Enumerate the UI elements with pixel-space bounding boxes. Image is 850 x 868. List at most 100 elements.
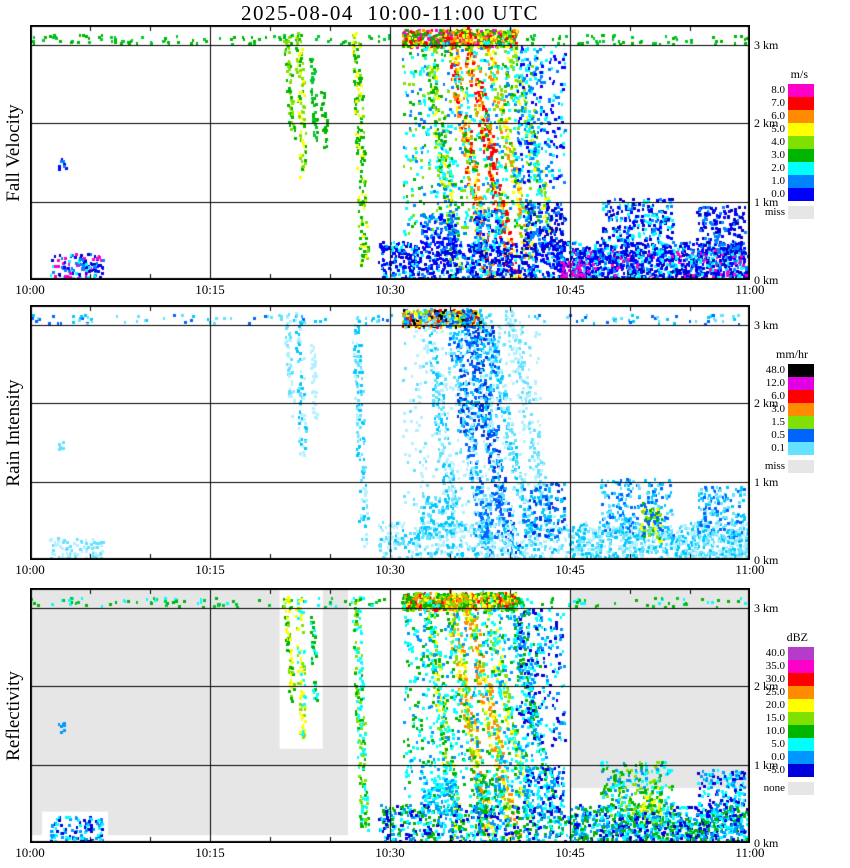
legend-entry-swatch [788,136,814,149]
legend-entry-label: -5.0 [767,764,785,776]
legend-entry-label: 0.0 [771,751,785,763]
rain-intensity-axis-title-text: Rain Intensity [3,378,24,487]
legend-entry-label: 20.0 [765,699,785,711]
legend-entry-label: 4.0 [771,136,785,148]
time-tick-label: 11:00 [735,845,765,860]
legend-miss-entry-swatch [788,782,814,795]
reflectivity-legend: dBZ 40.0 35.0 30.0 25.0 20.0 15.0 10.0 5.0 0.0 -5… [732,630,814,795]
legend-entry-label: 7.0 [771,97,785,109]
height-tick-label: 2 km [754,116,779,130]
fall-velocity-heatmap [30,25,750,280]
legend-entry-label: 5.0 [771,738,785,750]
height-tick-label: 1 km [754,757,779,772]
legend-miss-entry: miss [732,460,814,473]
rain-intensity-legend-miss: miss [732,460,814,473]
legend-entry: 20.0 [732,699,814,712]
legend-miss-entry: miss [732,206,814,219]
legend-miss-entry-swatch [788,460,814,473]
legend-entry-swatch [788,84,814,97]
legend-entry-label: 15.0 [765,712,785,724]
legend-entry-swatch [788,647,814,660]
legend-miss-entry: none [732,782,814,795]
legend-entry-label: 3.0 [771,403,785,415]
legend-entry-swatch [788,97,814,110]
legend-entry: 5.0 [732,738,814,751]
legend-entry: 0.0 [732,188,814,201]
legend-entry-swatch [788,162,814,175]
panel-fall-velocity: Fall Velocity 0 km 1 km 2 km 3 km 10:00 10:1… [0,25,850,325]
reflectivity-legend-miss: none [732,782,814,795]
legend-entry-swatch [788,403,814,416]
height-tick-label: 2 km [754,679,779,693]
time-tick-label: 10:45 [555,282,585,297]
time-tick-label: 10:00 [15,562,45,577]
legend-entry-swatch [788,442,814,455]
legend-entry: 4.0 [732,136,814,149]
legend-entry: 12.0 [732,377,814,390]
legend-entry-swatch [788,764,814,777]
reflectivity-axis-title: Reflectivity [0,588,28,843]
legend-entry: 0.5 [732,429,814,442]
legend-entry: 2.0 [732,162,814,175]
legend-entry-swatch [788,377,814,390]
legend-entry: 3.0 [732,149,814,162]
legend-entry: 6.0 [732,390,814,403]
legend-entry-label: 6.0 [771,390,785,402]
time-tick-label: 10:15 [195,845,225,860]
fall-velocity-legend-miss: miss [732,206,814,219]
legend-entry-label: 0.1 [771,442,785,454]
time-tick-label: 11:00 [735,282,765,297]
time-tick-label: 10:30 [375,562,405,577]
legend-entry-swatch [788,686,814,699]
height-tick-label: 2 km [754,396,779,410]
legend-entry: 10.0 [732,725,814,738]
legend-entry-label: 6.0 [771,110,785,122]
legend-entry: 40.0 [732,647,814,660]
legend-entry-label: 10.0 [765,725,785,737]
fall-velocity-axis-title: Fall Velocity [0,25,28,280]
rain-intensity-heatmap [30,305,750,560]
height-tick-label: 0 km [754,273,779,287]
time-tick-label: 10:15 [195,282,225,297]
legend-entry: 0.1 [732,442,814,455]
legend-miss-entry-label: none [763,782,785,794]
time-tick-label: 10:45 [555,562,585,577]
legend-entry-label: 1.5 [771,416,785,428]
legend-entry-swatch [788,699,814,712]
legend-entry-swatch [788,149,814,162]
fall-velocity-legend: m/s 8.0 7.0 6.0 5.0 4.0 3.0 2.0 1.0 0.0 miss [732,67,814,219]
legend-entry-label: 0.0 [771,188,785,200]
legend-entry-label: 48.0 [765,364,785,376]
legend-miss-entry-swatch [788,206,814,219]
legend-entry: 3.0 [732,403,814,416]
legend-entry: 5.0 [732,123,814,136]
panel-reflectivity: Reflectivity 0 km 1 km 2 km 3 km 10:00 10:15… [0,588,850,868]
legend-entry-swatch [788,429,814,442]
rain-intensity-plot [30,305,750,560]
legend-entry-swatch [788,660,814,673]
rain-intensity-axis-title: Rain Intensity [0,305,28,560]
legend-entry-label: 25.0 [765,686,785,698]
legend-entry: 30.0 [732,673,814,686]
legend-entry: 48.0 [732,364,814,377]
time-tick-label: 10:30 [375,845,405,860]
fall-velocity-axis-title-text: Fall Velocity [3,103,24,202]
time-tick-label: 11:00 [735,562,765,577]
legend-entry: -5.0 [732,764,814,777]
time-tick-label: 10:45 [555,845,585,860]
rain-intensity-legend: mm/hr 48.0 12.0 6.0 3.0 1.5 0.5 0.1 miss [732,347,814,473]
legend-entry: 7.0 [732,97,814,110]
time-tick-label: 10:15 [195,562,225,577]
legend-entry-swatch [788,188,814,201]
reflectivity-legend-rows: 40.0 35.0 30.0 25.0 20.0 15.0 10.0 5.0 0.0 -5.0 [732,647,814,777]
height-tick-label: 3 km [754,37,779,52]
reflectivity-legend-title: dBZ [786,630,808,644]
rain-intensity-legend-title: mm/hr [776,347,808,361]
legend-entry: 15.0 [732,712,814,725]
height-tick-label: 1 km [754,474,779,489]
height-tick-label: 3 km [754,600,779,615]
legend-entry-swatch [788,725,814,738]
fall-velocity-legend-title: m/s [790,67,808,81]
legend-entry-swatch [788,712,814,725]
reflectivity-plot [30,588,750,843]
